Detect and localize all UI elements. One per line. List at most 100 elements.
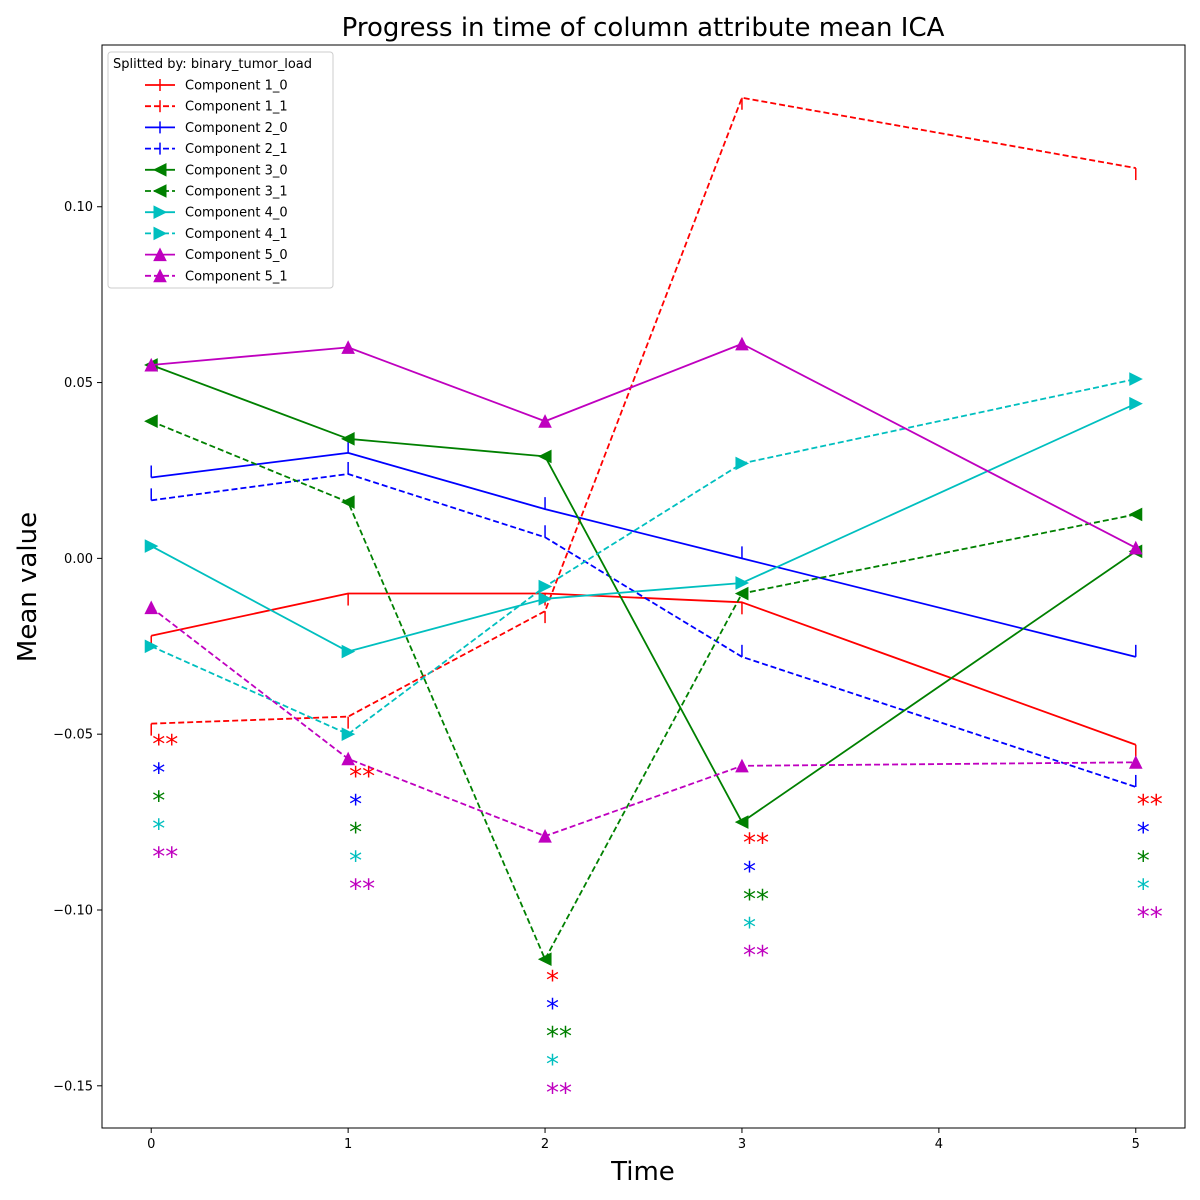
legend-entry: Component 1_0: [145, 79, 288, 94]
series-component-4-1: [144, 372, 1143, 741]
legend-marker: [152, 184, 167, 198]
legend-frame: [107, 51, 334, 289]
y-tick-label: −0.05: [53, 728, 93, 743]
data-point: [735, 758, 749, 773]
data-point: [734, 815, 749, 829]
significance-mark: *: [152, 815, 165, 845]
data-point: [1128, 540, 1143, 555]
legend-marker: [153, 247, 167, 262]
y-tick-label: 0.05: [64, 376, 93, 391]
legend-label: Component 2_1: [185, 142, 288, 157]
data-point: [144, 539, 159, 553]
significance-mark: **: [349, 874, 375, 904]
data-point: [1128, 755, 1143, 769]
data-point: [735, 456, 750, 471]
data-point: [734, 586, 749, 601]
data-point: [538, 579, 553, 594]
data-point: [1129, 372, 1143, 386]
x-tick-label: 0: [147, 1137, 155, 1152]
legend-label: Component 4_1: [185, 227, 288, 242]
significance-mark: **: [546, 1078, 572, 1108]
significance-mark: *: [349, 790, 362, 820]
y-tick-label: −0.10: [53, 903, 93, 918]
legend-label: Component 2_0: [185, 121, 288, 136]
significance-mark: **: [743, 941, 769, 971]
series-line: [151, 96, 1136, 725]
y-tick-label: 0.10: [64, 200, 93, 215]
significance-mark: **: [1137, 903, 1163, 933]
significance-mark: *: [743, 913, 756, 943]
series-component-2-1: [150, 461, 1137, 788]
significance-mark: *: [349, 846, 362, 876]
series-component-5-0: [144, 336, 1143, 555]
x-axis-label: Time: [610, 1157, 675, 1187]
legend-label: Component 1_0: [185, 79, 288, 94]
x-tick-label: 4: [935, 1137, 943, 1152]
series-component-4-0: [144, 396, 1143, 659]
data-point: [341, 644, 356, 659]
significance-mark: *: [1137, 874, 1150, 904]
data-point: [341, 727, 356, 741]
significance-mark: **: [743, 829, 769, 859]
legend-label: Component 3_1: [185, 185, 288, 200]
data-point: [1129, 396, 1143, 411]
legend-marker: [153, 226, 168, 241]
data-point: [144, 414, 158, 429]
significance-mark: **: [152, 843, 178, 873]
legend: Splitted by: binary_tumor_load Component…: [107, 51, 334, 289]
legend-entry: Component 4_0: [145, 205, 288, 221]
data-point: [735, 336, 749, 351]
data-point: [144, 600, 159, 615]
data-point: [735, 576, 750, 590]
x-tick-label: 3: [738, 1137, 746, 1152]
legend-entry: Component 5_0: [145, 247, 288, 263]
x-tick-label: 2: [541, 1137, 549, 1152]
series-component-2-0: [150, 440, 1137, 658]
data-point: [144, 639, 159, 654]
legend-entry: Component 2_1: [145, 142, 288, 157]
legend-entry: Component 2_0: [145, 121, 288, 136]
legend-marker: [152, 162, 167, 177]
significance-mark: *: [152, 786, 165, 816]
y-tick-label: 0.00: [64, 552, 93, 567]
data-point: [341, 751, 355, 766]
plot-area: 0 1 2 3 4 5−0.15−0.10−0.050.000.050.10*******…: [53, 96, 1163, 1152]
data-point: [537, 449, 552, 464]
legend-entry: Component 5_1: [145, 268, 288, 284]
data-point: [1128, 507, 1143, 522]
data-point: [341, 340, 355, 354]
legend-title: Splitted by: binary_tumor_load: [113, 57, 312, 72]
significance-mark: **: [349, 762, 375, 792]
legend-label: Component 5_1: [185, 269, 288, 284]
significance-mark: *: [1137, 818, 1150, 848]
y-tick-label: −0.15: [53, 1079, 93, 1094]
significance-mark: *: [349, 818, 362, 848]
series-component-5-1: [144, 600, 1143, 843]
data-point: [341, 495, 355, 509]
series-line: [151, 592, 1137, 746]
series-component-1-1: [150, 96, 1137, 736]
significance-mark: *: [546, 1050, 559, 1080]
legend-label: Component 3_0: [185, 163, 288, 178]
chart-title: Progress in time of column attribute mea…: [342, 13, 945, 43]
significance-mark: *: [743, 857, 756, 887]
data-point: [538, 591, 553, 606]
legend-label: Component 5_0: [185, 248, 288, 263]
legend-entry: Component 3_0: [145, 162, 288, 178]
legend-marker: [153, 268, 167, 283]
significance-mark: **: [152, 730, 178, 760]
axes-frame: [101, 44, 1186, 1129]
data-point: [538, 829, 552, 843]
legend-entry: Component 3_1: [145, 184, 288, 200]
significance-mark: *: [1137, 846, 1150, 876]
legend-marker: [153, 205, 168, 220]
y-axis-label: Mean value: [13, 512, 43, 662]
significance-mark: *: [546, 994, 559, 1024]
legend-entry: Component 4_1: [145, 226, 288, 242]
significance-mark: **: [546, 1022, 572, 1052]
data-point: [538, 414, 552, 428]
legend-label: Component 1_1: [185, 100, 288, 115]
significance-mark: *: [152, 758, 165, 788]
legend-entry: Component 1_1: [145, 100, 288, 115]
